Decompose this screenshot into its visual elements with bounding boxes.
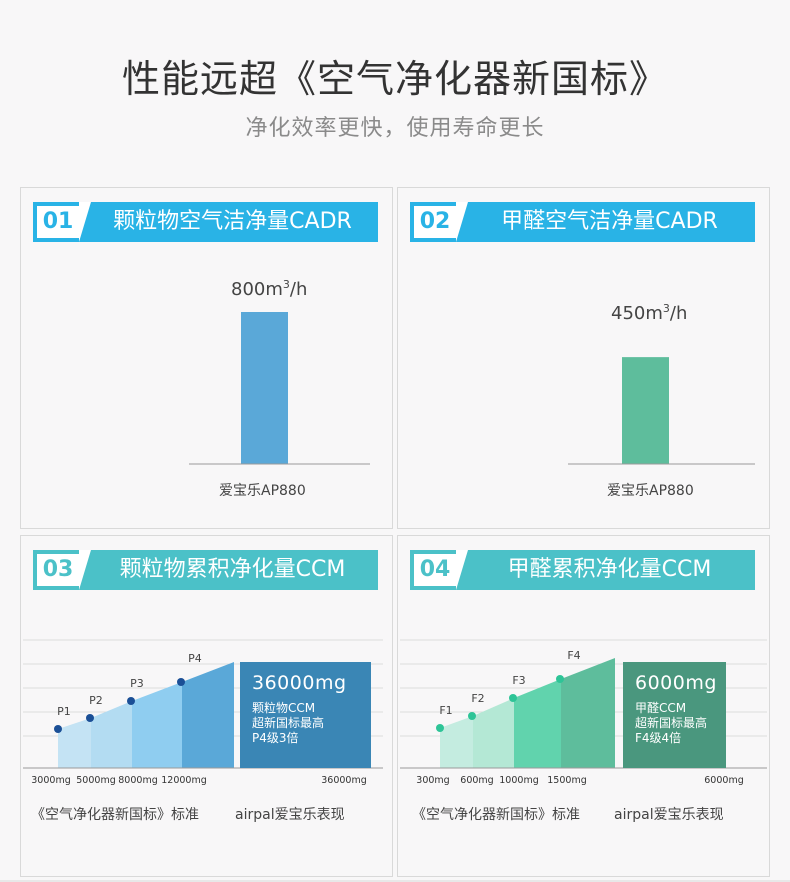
level-label: F1 <box>439 704 452 717</box>
level-label: P4 <box>188 652 202 665</box>
bar-value-label: 800m3/h <box>231 278 308 300</box>
panel-label: 甲醛累积净化量CCM <box>507 557 712 582</box>
ccm-box-line: 颗粒物CCM <box>252 701 316 715</box>
panel-label: 甲醛空气洁净量CADR <box>501 209 718 234</box>
panel-banner: 03 颗粒物累积净化量CCM <box>33 550 378 590</box>
bar-value-label: 450m3/h <box>611 302 688 324</box>
standard-label: 《空气净化器新国标》标准 <box>412 807 580 823</box>
cadr-formaldehyde-chart <box>568 357 755 465</box>
ccm-box-value: 6000mg <box>635 672 717 694</box>
panel-cadr-formaldehyde: 02 甲醛空气洁净量CADR 450m3/h 爱宝乐AP880 <box>397 187 770 529</box>
panel-ccm-formaldehyde: 04 甲醛累积净化量CCM F1 F2 F3 F4 300mg 600mg 1000mg 15… <box>397 535 770 877</box>
level-label: P2 <box>89 694 103 707</box>
panel-number: 01 <box>37 206 79 238</box>
tick-label: 1500mg <box>547 775 586 786</box>
tick-label: 3000mg <box>31 775 70 786</box>
panel-cadr-particles: 01 颗粒物空气洁净量CADR 800m3/h 爱宝乐AP880 <box>20 187 393 529</box>
panel-label: 颗粒物累积净化量CCM <box>119 557 346 582</box>
tick-label: 12000mg <box>161 775 207 786</box>
panel-number: 02 <box>414 206 456 238</box>
tick-label: 36000mg <box>321 775 367 786</box>
tick-label: 8000mg <box>118 775 157 786</box>
product-label: airpal爱宝乐表现 <box>614 807 724 823</box>
tick-label: 600mg <box>460 775 493 786</box>
level-dot <box>556 675 564 683</box>
bar-category-label: 爱宝乐AP880 <box>219 483 306 499</box>
panel-label: 颗粒物空气洁净量CADR <box>113 209 352 234</box>
panel-banner: 02 甲醛空气洁净量CADR <box>410 202 755 242</box>
level-dot <box>436 724 444 732</box>
area-segment <box>440 716 473 768</box>
panel-banner: 04 甲醛累积净化量CCM <box>410 550 755 590</box>
ccm-box-line: P4级3倍 <box>252 731 299 745</box>
area-segment <box>473 698 514 768</box>
area-segment <box>91 701 132 768</box>
level-dot <box>177 678 185 686</box>
bar <box>241 312 288 464</box>
product-label: airpal爱宝乐表现 <box>235 807 345 823</box>
area-segment <box>182 662 234 768</box>
tick-label: 5000mg <box>76 775 115 786</box>
level-label: P3 <box>130 677 144 690</box>
ccm-formaldehyde-chart: F1 F2 F3 F4 300mg 600mg 1000mg 1500mg 6000mg <box>400 639 767 786</box>
page-title: 性能远超《空气净化器新国标》 <box>121 57 668 101</box>
tick-label: 1000mg <box>499 775 538 786</box>
ccm-box-line: 超新国标最高 <box>252 716 325 730</box>
area-segment <box>58 718 91 768</box>
area-segment <box>514 679 561 768</box>
standard-label: 《空气净化器新国标》标准 <box>31 807 199 823</box>
level-dot <box>86 714 94 722</box>
ccm-box-line: 超新国标最高 <box>635 716 708 730</box>
level-dot <box>468 712 476 720</box>
ccm-box-line: F4级4倍 <box>635 731 682 745</box>
level-label: F4 <box>567 649 580 662</box>
bar <box>622 357 669 464</box>
ccm-box-value: 36000mg <box>252 672 347 694</box>
bar-category-label: 爱宝乐AP880 <box>607 483 694 499</box>
panel-number: 04 <box>414 554 456 586</box>
ccm-highlight-box: 6000mg 甲醛CCM 超新国标最高 F4级4倍 <box>623 662 726 768</box>
panel-number: 03 <box>37 554 79 586</box>
level-dot <box>127 697 135 705</box>
level-label: F2 <box>471 692 484 705</box>
ccm-highlight-box: 36000mg 颗粒物CCM 超新国标最高 P4级3倍 <box>240 662 371 768</box>
level-label: F3 <box>512 674 525 687</box>
level-dot <box>54 725 62 733</box>
tick-label: 300mg <box>416 775 449 786</box>
cadr-particles-chart <box>189 312 370 465</box>
tick-label: 6000mg <box>704 775 743 786</box>
level-label: P1 <box>57 705 71 718</box>
level-dot <box>509 694 517 702</box>
ccm-box-line: 甲醛CCM <box>635 701 687 715</box>
page-subtitle: 净化效率更快，使用寿命更长 <box>245 116 545 141</box>
panel-banner: 01 颗粒物空气洁净量CADR <box>33 202 378 242</box>
area-segment <box>561 658 615 768</box>
area-segment <box>132 682 182 768</box>
panel-ccm-particles: 03 颗粒物累积净化量CCM P1 P2 P3 P4 3000mg 5000mg 8000m… <box>20 535 393 877</box>
